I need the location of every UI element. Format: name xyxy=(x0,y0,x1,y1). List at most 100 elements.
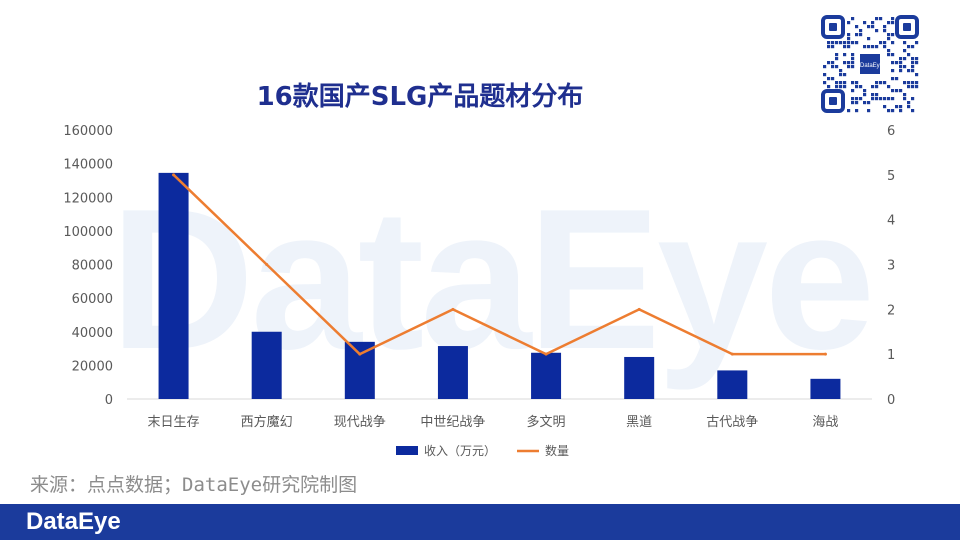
bar-mark xyxy=(344,341,375,399)
qr-module xyxy=(903,93,907,97)
qr-module xyxy=(851,65,855,69)
qr-module xyxy=(887,109,891,113)
qr-module xyxy=(911,109,915,113)
qr-module xyxy=(887,37,891,41)
line-point xyxy=(451,307,455,311)
qr-module xyxy=(867,45,871,49)
qr-module xyxy=(903,57,907,61)
qr-module xyxy=(827,85,831,89)
bar-mark xyxy=(810,378,841,399)
qr-module xyxy=(911,97,915,101)
qr-module xyxy=(911,85,915,89)
qr-module xyxy=(859,97,863,101)
qr-module xyxy=(903,65,907,69)
qr-module xyxy=(851,41,855,45)
qr-module xyxy=(883,25,887,29)
qr-module xyxy=(839,85,843,89)
qr-module xyxy=(887,21,891,25)
qr-module xyxy=(899,57,903,61)
line-point xyxy=(358,352,362,356)
y-left-tick-label: 0 xyxy=(105,393,113,408)
qr-module xyxy=(891,53,895,57)
qr-module xyxy=(875,97,879,101)
qr-module xyxy=(883,29,887,33)
qr-module xyxy=(843,41,847,45)
qr-module xyxy=(827,45,831,49)
qr-module xyxy=(859,33,863,37)
x-tick-label: 现代战争 xyxy=(334,415,386,430)
qr-module xyxy=(839,69,843,73)
qr-module xyxy=(899,65,903,69)
x-tick-label: 多文明 xyxy=(527,414,566,430)
qr-module xyxy=(887,33,891,37)
qr-module xyxy=(871,25,875,29)
qr-module xyxy=(839,41,843,45)
x-tick-label: 黑道 xyxy=(626,415,652,430)
qr-module xyxy=(891,33,895,37)
qr-module xyxy=(883,81,887,85)
qr-module xyxy=(847,65,851,69)
qr-code: DataEye xyxy=(820,14,920,114)
qr-module xyxy=(847,61,851,65)
qr-module xyxy=(895,89,899,93)
qr-module xyxy=(895,77,899,81)
line-point xyxy=(265,263,269,266)
qr-module xyxy=(831,45,835,49)
qr-module xyxy=(863,93,867,97)
qr-module xyxy=(903,97,907,101)
qr-module xyxy=(875,29,879,33)
qr-module xyxy=(899,61,903,65)
qr-module xyxy=(855,41,859,45)
y-left-tick-label: 100000 xyxy=(63,225,113,240)
qr-module xyxy=(863,21,867,25)
footer-bar: DataEye xyxy=(0,504,960,540)
x-tick-label: 海战 xyxy=(812,415,838,430)
qr-module xyxy=(883,41,887,45)
x-tick-label: 古代战争 xyxy=(706,415,758,430)
qr-module xyxy=(831,61,835,65)
qr-module xyxy=(875,81,879,85)
qr-module xyxy=(863,45,867,49)
qr-module xyxy=(835,41,839,45)
footer-logo: DataEye xyxy=(26,508,121,535)
chart-title: 16款国产SLG产品题材分布 xyxy=(256,82,584,112)
qr-module xyxy=(915,41,919,45)
y-right-tick-label: 0 xyxy=(887,393,895,408)
qr-module xyxy=(883,45,887,49)
qr-module xyxy=(823,81,827,85)
qr-module xyxy=(855,97,859,101)
bar-mark xyxy=(251,331,282,399)
qr-module xyxy=(847,109,851,113)
y-right-tick-label: 1 xyxy=(887,348,895,363)
qr-module xyxy=(835,53,839,57)
qr-module xyxy=(851,53,855,57)
qr-module xyxy=(855,101,859,105)
qr-module xyxy=(875,17,879,21)
qr-module xyxy=(871,85,875,89)
qr-module xyxy=(903,41,907,45)
qr-module xyxy=(855,33,859,37)
qr-module xyxy=(835,85,839,89)
qr-module xyxy=(871,21,875,25)
chart-canvas: 0 20000 40000 60000 80000 100000 120000 140000 1… xyxy=(63,124,895,458)
x-tick-label: 西方魔幻 xyxy=(241,414,293,430)
qr-module xyxy=(911,81,915,85)
bar-mark xyxy=(624,356,655,399)
x-tick-label: 末日生存 xyxy=(148,415,200,430)
qr-module xyxy=(875,45,879,49)
y-left-tick-label: 160000 xyxy=(63,124,113,139)
qr-module xyxy=(883,105,887,109)
legend-label-line: 数量 xyxy=(545,443,569,458)
qr-module xyxy=(843,45,847,49)
qr-module xyxy=(895,105,899,109)
y-right-tick-label: 5 xyxy=(887,169,895,184)
qr-module xyxy=(891,21,895,25)
qr-module xyxy=(835,65,839,69)
y-right-tick-label: 3 xyxy=(887,259,895,274)
qr-module xyxy=(903,81,907,85)
qr-module xyxy=(843,85,847,89)
line-point xyxy=(823,352,827,356)
qr-module xyxy=(855,25,859,29)
line-point xyxy=(730,352,734,356)
y-left-tick-label: 80000 xyxy=(72,259,113,274)
